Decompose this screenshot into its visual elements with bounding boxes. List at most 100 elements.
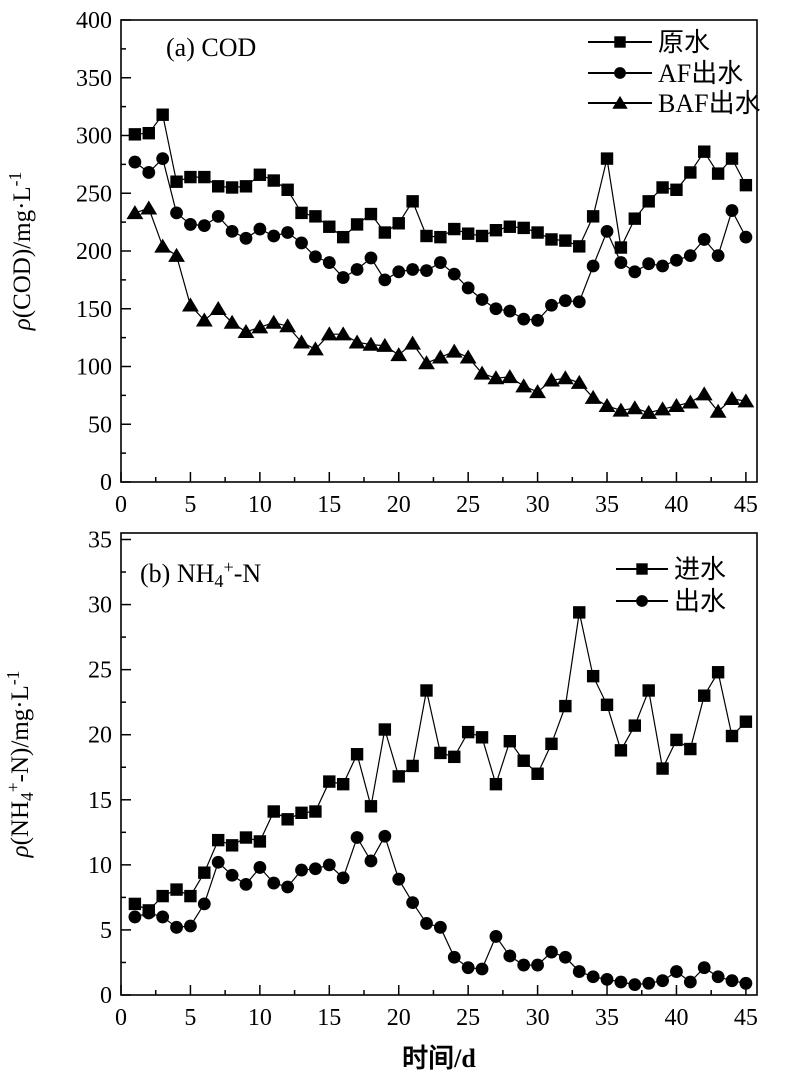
triangle-marker: [668, 397, 685, 412]
x-tick-label: 20: [387, 492, 411, 518]
triangle-marker: [570, 374, 588, 389]
square-marker: [170, 175, 183, 188]
square-marker: [281, 813, 294, 826]
square-marker: [531, 767, 544, 780]
triangle-marker: [140, 200, 158, 215]
circle-marker: [558, 294, 572, 308]
circle-marker: [517, 958, 531, 972]
circle-marker: [447, 267, 461, 281]
triangle-marker: [695, 386, 713, 401]
square-marker: [670, 733, 683, 747]
square-marker: [420, 684, 433, 697]
square-marker: [670, 183, 683, 196]
circle-marker: [433, 920, 447, 934]
circle-marker: [184, 919, 197, 933]
x-tick-label: 5: [184, 1005, 196, 1031]
y-tick-label: 150: [76, 297, 112, 323]
square-marker: [239, 180, 253, 193]
triangle-marker: [168, 247, 185, 262]
series-raw-water-line: [134, 113, 747, 250]
circle-marker: [600, 224, 614, 238]
square-marker: [392, 770, 405, 783]
circle-marker: [725, 974, 739, 988]
legend-label-effluent: 出水: [674, 587, 726, 616]
triangle-marker: [612, 402, 630, 417]
circle-marker: [336, 871, 350, 885]
circle-marker: [350, 831, 364, 844]
square-marker: [323, 220, 336, 233]
y-tick-label: 5: [100, 918, 112, 944]
square-marker: [378, 226, 392, 239]
circle-marker: [572, 295, 586, 309]
x-tick-label: 5: [184, 492, 196, 518]
triangle-marker: [681, 394, 699, 409]
circle-marker: [636, 595, 648, 607]
square-marker: [461, 227, 475, 240]
circle-marker: [711, 970, 725, 984]
square-marker: [559, 234, 572, 247]
circle-marker: [614, 975, 628, 989]
circle-marker: [170, 920, 183, 934]
square-marker: [614, 744, 628, 757]
circle-marker: [614, 67, 626, 79]
triangle-marker: [390, 347, 408, 362]
square-marker: [586, 669, 600, 683]
square-marker: [184, 889, 197, 903]
square-marker: [253, 835, 267, 848]
circle-marker: [128, 910, 142, 924]
x-tick-label: 45: [734, 492, 758, 518]
series-af-effluent: [128, 152, 753, 327]
circle-marker: [142, 166, 156, 179]
legend-label-baf-effluent: BAF出水: [658, 89, 761, 118]
square-marker: [267, 174, 280, 187]
circle-marker: [447, 950, 461, 964]
circle-marker: [420, 264, 433, 278]
square-marker: [309, 805, 322, 818]
circle-marker: [489, 302, 503, 316]
triangle-marker: [307, 341, 324, 356]
square-marker: [503, 220, 517, 233]
triangle-marker: [556, 370, 574, 385]
square-marker: [559, 699, 572, 713]
triangle-marker: [348, 334, 366, 349]
circle-marker: [503, 304, 517, 318]
square-marker: [212, 833, 225, 847]
x-tick-label: 15: [317, 492, 341, 518]
y-tick-label: 0: [100, 470, 112, 496]
y-tick-label: 100: [76, 355, 112, 381]
square-marker: [198, 866, 211, 879]
x-tick-label: 40: [664, 1005, 688, 1031]
square-marker: [698, 145, 711, 158]
square-marker: [170, 883, 183, 896]
circle-marker: [642, 976, 656, 990]
y-tick-labels: 0 50 100 150 200 250 300 350 400: [76, 8, 112, 496]
y-tick-label: 30: [88, 593, 112, 619]
circle-marker: [461, 961, 475, 975]
square-marker: [475, 731, 489, 744]
square-marker: [628, 212, 641, 225]
x-tick-label: 15: [317, 1005, 341, 1031]
triangle-marker: [293, 334, 310, 349]
panel-title: (a) COD: [166, 33, 256, 62]
triangle-marker: [654, 401, 671, 416]
circle-marker: [614, 256, 628, 269]
circle-marker: [517, 312, 531, 326]
triangle-marker: [612, 95, 628, 109]
x-tick-label: 25: [456, 1005, 480, 1031]
square-marker: [128, 128, 142, 141]
triangle-marker: [501, 369, 519, 384]
triangle-marker: [640, 404, 658, 419]
y-axis-title: ρ(NH4+-N)/mg·L-1: [3, 671, 37, 859]
triangle-marker: [362, 336, 380, 351]
circle-marker: [697, 233, 711, 246]
square-marker: [711, 666, 725, 679]
square-marker: [725, 152, 739, 165]
circle-marker: [322, 858, 336, 872]
square-marker: [448, 750, 461, 764]
square-marker: [434, 230, 447, 244]
x-tick-label: 45: [734, 1005, 758, 1031]
legend-label-raw-water: 原水: [658, 28, 710, 57]
triangle-marker: [529, 384, 546, 399]
